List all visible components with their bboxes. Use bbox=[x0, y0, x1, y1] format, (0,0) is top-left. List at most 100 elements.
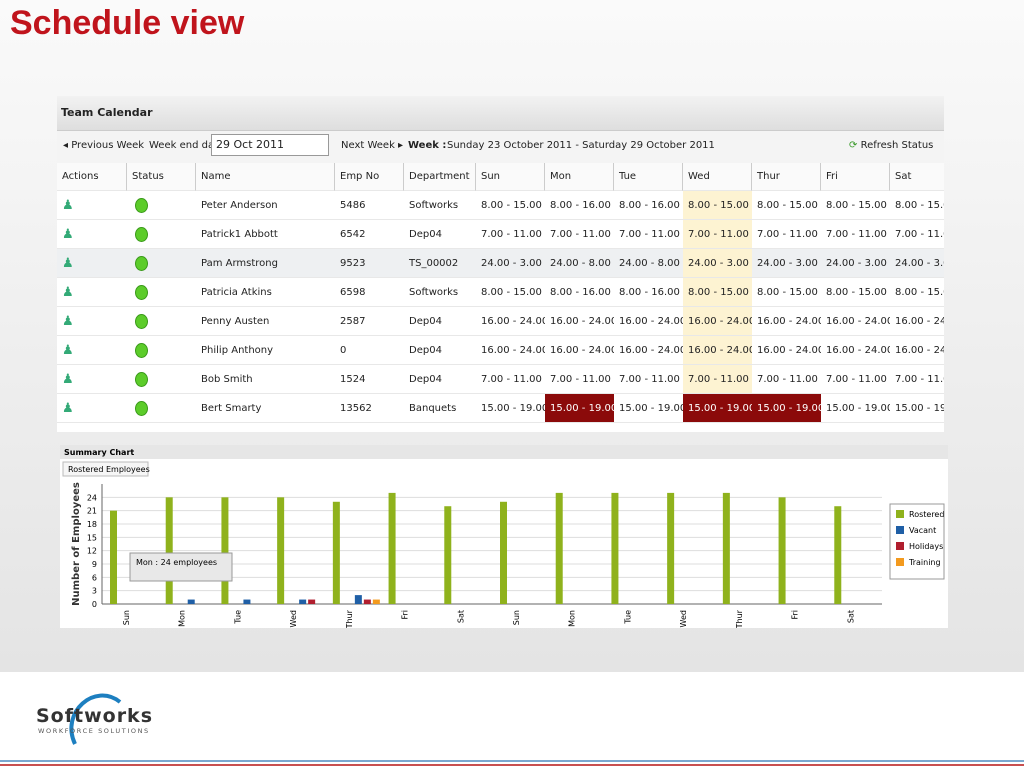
column-header: Department bbox=[404, 163, 476, 191]
previous-week[interactable]: ◂ Previous Week bbox=[63, 140, 145, 151]
x-tick-label: Sun bbox=[122, 610, 131, 625]
summary-chart-panel: Summary Chart Rostered Employees 0 3 6 9 12 15 1… bbox=[60, 445, 948, 629]
tooltip-text: Mon : 24 employees bbox=[136, 558, 217, 567]
row-field: 2587 bbox=[335, 307, 404, 336]
shift-cell: 16.00 - 24.00 bbox=[683, 336, 752, 365]
shift-cell: 8.00 - 15.00 bbox=[683, 191, 752, 220]
row-field: Dep04 bbox=[404, 365, 476, 394]
column-header: Actions bbox=[57, 163, 127, 191]
chart-tab bbox=[62, 461, 149, 477]
legend-label: Rostered bbox=[909, 510, 944, 519]
legend-label: Vacant bbox=[909, 526, 936, 535]
shift-cell: 8.00 - 16.00 bbox=[614, 191, 683, 220]
shift-cell: 8.00 - 15.00 bbox=[752, 191, 821, 220]
row-field: Philip Anthony bbox=[196, 336, 335, 365]
shift-cell: 15.00 - 19.00 bbox=[752, 394, 821, 423]
y-tick-label: 0 bbox=[92, 600, 97, 609]
x-tick-label: Mon bbox=[178, 610, 187, 627]
x-tick-label: Thur bbox=[735, 609, 744, 628]
bar bbox=[165, 497, 173, 604]
column-header: Wed bbox=[683, 163, 752, 191]
shift-cell: 7.00 - 11.00 bbox=[752, 220, 821, 249]
next-week[interactable]: Next Week ▸ bbox=[341, 140, 404, 151]
shift-cell: 24.00 - 3.00 bbox=[821, 249, 890, 278]
footer-stripe bbox=[0, 764, 1024, 766]
bar bbox=[221, 497, 229, 604]
shift-cell: 15.00 - 19.00 bbox=[821, 394, 890, 423]
bar bbox=[444, 506, 452, 604]
shift-cell: 16.00 - 24.00 bbox=[476, 307, 545, 336]
x-tick-label: Fri bbox=[791, 610, 800, 620]
x-tick-label: Sun bbox=[512, 610, 521, 625]
shift-cell: 15.00 - 19.00 bbox=[614, 394, 683, 423]
status-cell bbox=[127, 278, 196, 307]
action-icon: ♟ bbox=[57, 191, 127, 220]
bar bbox=[277, 497, 285, 604]
schedule-table: Actions Status Name Emp No Department Sun Mon T… bbox=[57, 163, 944, 432]
legend-swatch bbox=[896, 526, 904, 534]
shift-cell: 24.00 - 3.00 bbox=[683, 249, 752, 278]
logo-tagline: WORKFORCE SOLUTIONS bbox=[38, 727, 150, 735]
status-indicator bbox=[135, 255, 148, 271]
shift-cell: 16.00 - 24.00 bbox=[614, 307, 683, 336]
bar bbox=[308, 599, 316, 604]
shift-cell: 8.00 - 15.00 bbox=[476, 278, 545, 307]
x-tick-label: Tue bbox=[623, 610, 632, 625]
status-indicator bbox=[135, 400, 148, 416]
shift-cell: 16.00 - 24.00 bbox=[545, 336, 614, 365]
bar bbox=[363, 599, 371, 604]
row-field: Banquets bbox=[404, 394, 476, 423]
bar bbox=[354, 595, 362, 604]
legend-label: Training bbox=[908, 558, 941, 567]
shift-cell: 24.00 - 8.00 bbox=[614, 249, 683, 278]
column-header: Sun bbox=[476, 163, 545, 191]
bar bbox=[555, 492, 563, 604]
bar bbox=[388, 492, 396, 604]
status-indicator bbox=[135, 313, 148, 329]
shift-cell: 8.00 - 15.00 bbox=[821, 278, 890, 307]
bar bbox=[332, 501, 340, 604]
row-field: Bob Smith bbox=[196, 365, 335, 394]
row-field: 5486 bbox=[335, 191, 404, 220]
row-field: Softworks bbox=[404, 278, 476, 307]
x-tick-label: Mon bbox=[568, 610, 577, 627]
column-header: Fri bbox=[821, 163, 890, 191]
column-header: Thur bbox=[752, 163, 821, 191]
status-indicator bbox=[135, 197, 148, 213]
action-icon: ♟ bbox=[57, 249, 127, 278]
shift-cell: 8.00 - 15.00 bbox=[890, 191, 944, 220]
week-range: Sunday 23 October 2011 - Saturday 29 Oct… bbox=[447, 140, 715, 151]
column-header: Tue bbox=[614, 163, 683, 191]
shift-cell: 8.00 - 16.00 bbox=[545, 191, 614, 220]
row-field: 6598 bbox=[335, 278, 404, 307]
bar bbox=[722, 492, 730, 604]
logo: Softworks bbox=[36, 705, 153, 727]
shift-cell: 16.00 - 24.00 bbox=[890, 336, 944, 365]
status-cell bbox=[127, 249, 196, 278]
refresh-status[interactable]: ⟳ Refresh Status bbox=[849, 140, 934, 151]
shift-cell: 16.00 - 24.00 bbox=[545, 307, 614, 336]
bar bbox=[778, 497, 786, 604]
bar bbox=[372, 599, 380, 604]
legend-swatch bbox=[896, 558, 904, 566]
column-header: Mon bbox=[545, 163, 614, 191]
status-cell bbox=[127, 307, 196, 336]
next-label: Next Week bbox=[341, 140, 395, 151]
shift-cell: 7.00 - 11.00 bbox=[821, 365, 890, 394]
shift-cell: 7.00 - 11.00 bbox=[683, 365, 752, 394]
refresh-label: Refresh Status bbox=[860, 140, 934, 151]
footer: Softworks WORKFORCE SOLUTIONS bbox=[0, 672, 1024, 768]
panel-title: Team Calendar bbox=[61, 106, 153, 119]
row-field: Dep04 bbox=[404, 220, 476, 249]
shift-cell: 16.00 - 24.00 bbox=[752, 307, 821, 336]
shift-cell: 16.00 - 24.00 bbox=[890, 307, 944, 336]
tooltip bbox=[129, 552, 233, 582]
row-field: Softworks bbox=[404, 191, 476, 220]
week-end-input[interactable]: 29 Oct 2011 bbox=[211, 134, 329, 156]
shift-cell: 7.00 - 11.00 bbox=[890, 365, 944, 394]
row-field: 1524 bbox=[335, 365, 404, 394]
row-field: 13562 bbox=[335, 394, 404, 423]
shift-cell: 16.00 - 24.00 bbox=[476, 336, 545, 365]
shift-cell: 16.00 - 24.00 bbox=[821, 336, 890, 365]
